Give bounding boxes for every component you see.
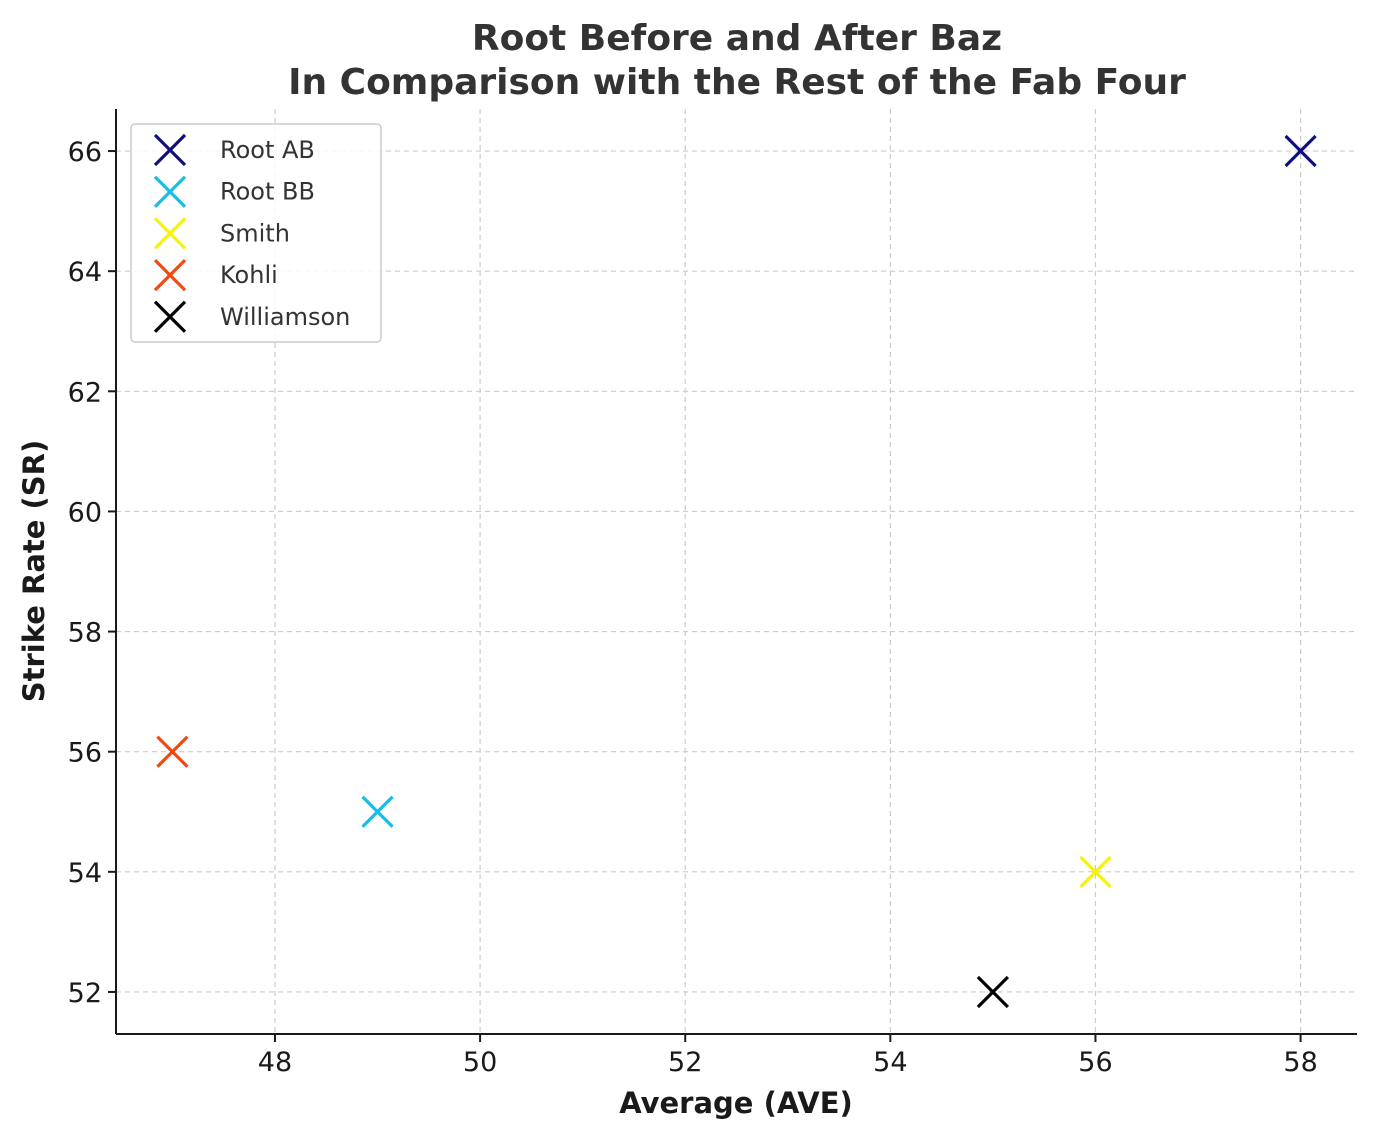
- y-tick-label: 62: [68, 377, 102, 408]
- grid-lines: [116, 109, 1357, 1034]
- legend: Root AB Root BB Smith Kohli Williamson: [130, 123, 382, 343]
- legend-marker-root-bb: [153, 175, 187, 208]
- legend-label-williamson: Williamson: [220, 303, 350, 331]
- legend-marker-kohli: [153, 258, 187, 292]
- data-points: [156, 134, 1317, 1009]
- chart-title-line-1: Root Before and After Baz: [472, 18, 1002, 59]
- chart-title-line-2: In Comparison with the Rest of the Fab F…: [288, 62, 1186, 103]
- data-point-root-ab: [1284, 134, 1317, 168]
- x-tick-label: 54: [873, 1047, 907, 1078]
- y-tick-label: 56: [68, 738, 102, 769]
- x-tick-label: 58: [1283, 1047, 1317, 1078]
- x-axis-label: Average (AVE): [619, 1086, 853, 1120]
- y-tick-label: 60: [68, 497, 102, 528]
- x-tick-label: 50: [463, 1047, 497, 1078]
- legend-marker-root-ab: [153, 133, 187, 167]
- legend-marker-smith: [153, 217, 187, 250]
- data-point-williamson: [976, 975, 1010, 1009]
- legend-label-root-bb: Root BB: [220, 178, 315, 206]
- y-tick-label: 52: [68, 978, 102, 1009]
- legend-label-root-ab: Root AB: [220, 136, 315, 164]
- legend-label-smith: Smith: [220, 219, 290, 247]
- x-tick-label: 48: [258, 1047, 292, 1078]
- x-tick-label: 52: [668, 1047, 702, 1078]
- y-tick-label: 66: [68, 137, 102, 168]
- data-point-root-bb: [361, 795, 394, 828]
- data-point-smith: [1079, 855, 1112, 888]
- legend-marker-williamson: [153, 300, 187, 333]
- legend-frame: [130, 123, 382, 343]
- y-tick-label: 58: [68, 618, 102, 649]
- y-tick-label: 54: [68, 858, 102, 889]
- data-point-kohli: [156, 735, 189, 768]
- x-tick-label: 56: [1078, 1047, 1112, 1078]
- y-axis-label: Strike Rate (SR): [17, 440, 51, 703]
- axis-ticks: 48 50 52 54 56 58 52 54 56 58 60 62 64 66: [68, 137, 1318, 1078]
- legend-label-kohli: Kohli: [220, 261, 278, 289]
- y-tick-label: 64: [68, 257, 102, 288]
